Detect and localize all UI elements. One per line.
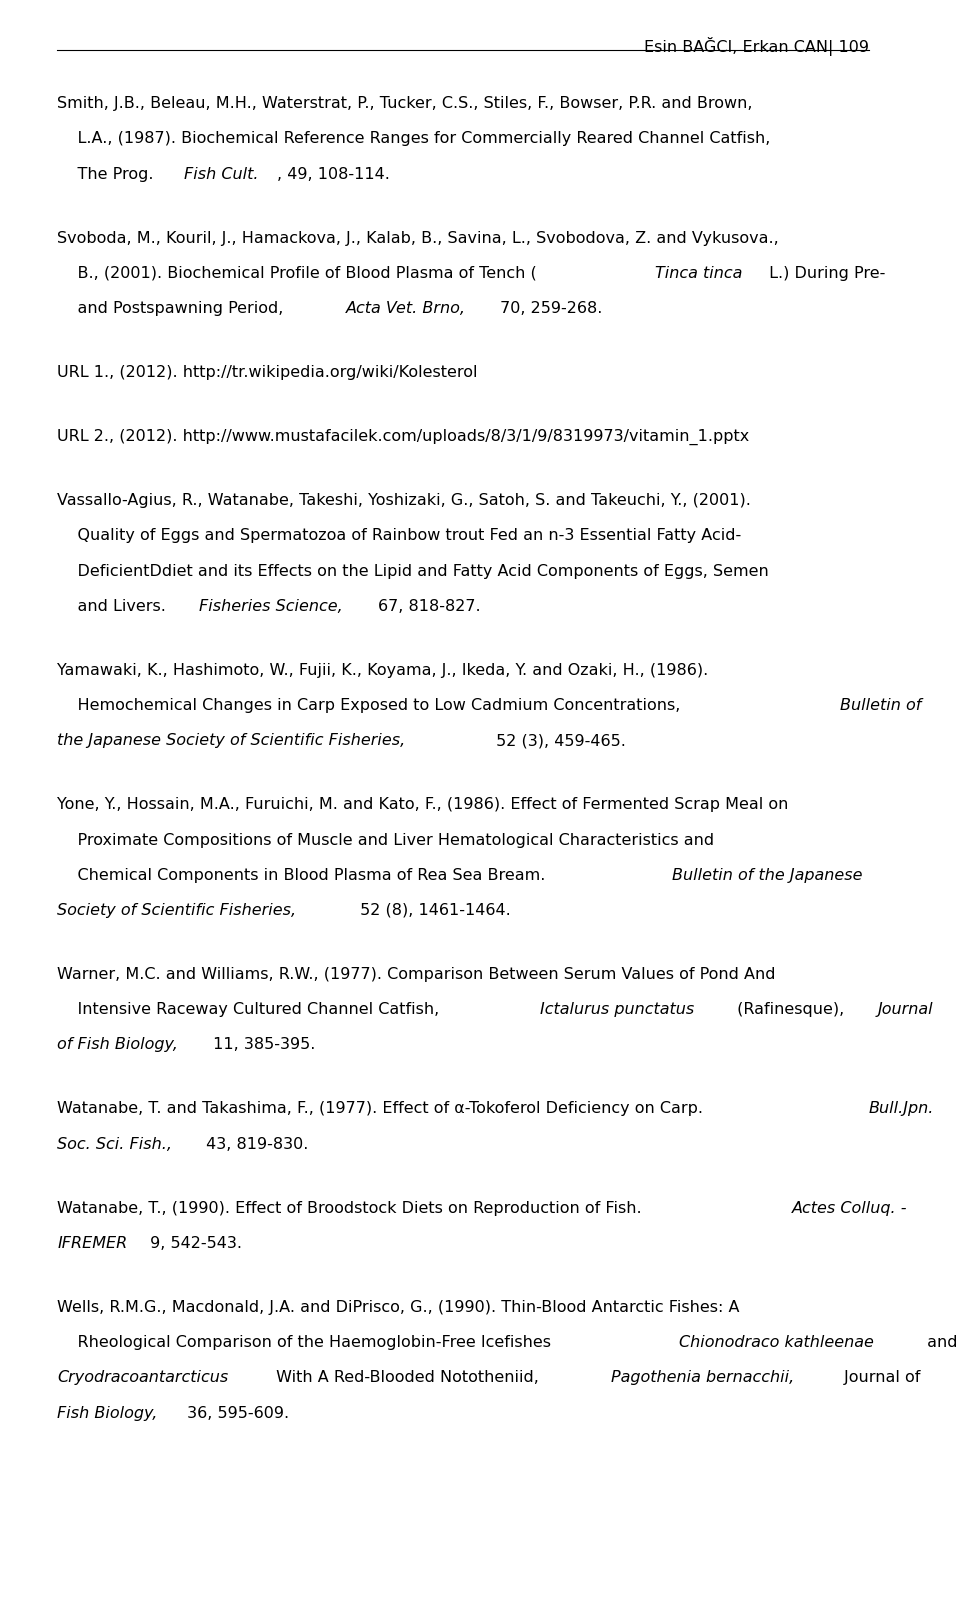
Text: (Rafinesque),: (Rafinesque), bbox=[732, 1002, 850, 1017]
Text: Actes Colluq. -: Actes Colluq. - bbox=[792, 1201, 907, 1215]
Text: With A Red-Blooded Nototheniid,: With A Red-Blooded Nototheniid, bbox=[271, 1370, 543, 1385]
Text: Watanabe, T., (1990). Effect of Broodstock Diets on Reproduction of Fish.: Watanabe, T., (1990). Effect of Broodsto… bbox=[58, 1201, 647, 1215]
Text: 43, 819-830.: 43, 819-830. bbox=[201, 1137, 308, 1151]
Text: 67, 818-827.: 67, 818-827. bbox=[378, 599, 481, 613]
Text: Tinca tinca: Tinca tinca bbox=[655, 266, 742, 280]
Text: 52 (3), 459-465.: 52 (3), 459-465. bbox=[492, 733, 626, 748]
Text: 11, 385-395.: 11, 385-395. bbox=[208, 1037, 315, 1052]
Text: Chemical Components in Blood Plasma of Rea Sea Bream.: Chemical Components in Blood Plasma of R… bbox=[58, 868, 551, 882]
Text: DeficientDdiet and its Effects on the Lipid and Fatty Acid Components of Eggs, S: DeficientDdiet and its Effects on the Li… bbox=[58, 564, 769, 578]
Text: URL 1., (2012). http://tr.wikipedia.org/wiki/Kolesterol: URL 1., (2012). http://tr.wikipedia.org/… bbox=[58, 365, 478, 379]
Text: and: and bbox=[922, 1335, 957, 1350]
Text: Journal: Journal bbox=[878, 1002, 934, 1017]
Text: and Postspawning Period,: and Postspawning Period, bbox=[58, 301, 289, 315]
Text: Esin BAĞCI, Erkan CAN| 109: Esin BAĞCI, Erkan CAN| 109 bbox=[644, 37, 869, 56]
Text: Vassallo-Agius, R., Watanabe, Takeshi, Yoshizaki, G., Satoh, S. and Takeuchi, Y.: Vassallo-Agius, R., Watanabe, Takeshi, Y… bbox=[58, 493, 752, 508]
Text: Bulletin of the Japanese: Bulletin of the Japanese bbox=[672, 868, 862, 882]
Text: Pagothenia bernacchii,: Pagothenia bernacchii, bbox=[611, 1370, 794, 1385]
Text: B., (2001). Biochemical Profile of Blood Plasma of Tench (: B., (2001). Biochemical Profile of Blood… bbox=[58, 266, 538, 280]
Text: Ictalurus punctatus: Ictalurus punctatus bbox=[540, 1002, 694, 1017]
Text: Soc. Sci. Fish.,: Soc. Sci. Fish., bbox=[58, 1137, 173, 1151]
Text: The Prog.: The Prog. bbox=[58, 167, 159, 181]
Text: Svoboda, M., Kouril, J., Hamackova, J., Kalab, B., Savina, L., Svobodova, Z. and: Svoboda, M., Kouril, J., Hamackova, J., … bbox=[58, 231, 780, 245]
Text: L.A., (1987). Biochemical Reference Ranges for Commercially Reared Channel Catfi: L.A., (1987). Biochemical Reference Rang… bbox=[58, 131, 771, 146]
Text: Hemochemical Changes in Carp Exposed to Low Cadmium Concentrations,: Hemochemical Changes in Carp Exposed to … bbox=[58, 698, 686, 712]
Text: Warner, M.C. and Williams, R.W., (1977). Comparison Between Serum Values of Pond: Warner, M.C. and Williams, R.W., (1977).… bbox=[58, 967, 776, 981]
Text: Intensive Raceway Cultured Channel Catfish,: Intensive Raceway Cultured Channel Catfi… bbox=[58, 1002, 444, 1017]
Text: 52 (8), 1461-1464.: 52 (8), 1461-1464. bbox=[355, 903, 511, 917]
Text: Proximate Compositions of Muscle and Liver Hematological Characteristics and: Proximate Compositions of Muscle and Liv… bbox=[58, 833, 714, 847]
Text: Fisheries Science,: Fisheries Science, bbox=[200, 599, 343, 613]
Text: Acta Vet. Brno,: Acta Vet. Brno, bbox=[346, 301, 466, 315]
Text: 9, 542-543.: 9, 542-543. bbox=[145, 1236, 242, 1250]
Text: Yone, Y., Hossain, M.A., Furuichi, M. and Kato, F., (1986). Effect of Fermented : Yone, Y., Hossain, M.A., Furuichi, M. an… bbox=[58, 797, 789, 812]
Text: Bulletin of: Bulletin of bbox=[840, 698, 922, 712]
Text: and Livers.: and Livers. bbox=[58, 599, 172, 613]
Text: Rheological Comparison of the Haemoglobin-Free Icefishes: Rheological Comparison of the Haemoglobi… bbox=[58, 1335, 557, 1350]
Text: the Japanese Society of Scientific Fisheries,: the Japanese Society of Scientific Fishe… bbox=[58, 733, 406, 748]
Text: Chionodraco kathleenae: Chionodraco kathleenae bbox=[679, 1335, 874, 1350]
Text: , 49, 108-114.: , 49, 108-114. bbox=[276, 167, 390, 181]
Text: Watanabe, T. and Takashima, F., (1977). Effect of α-Tokoferol Deficiency on Carp: Watanabe, T. and Takashima, F., (1977). … bbox=[58, 1101, 708, 1116]
Text: Journal of: Journal of bbox=[839, 1370, 921, 1385]
Text: Society of Scientific Fisheries,: Society of Scientific Fisheries, bbox=[58, 903, 297, 917]
Text: 70, 259-268.: 70, 259-268. bbox=[495, 301, 603, 315]
Text: Fish Cult.: Fish Cult. bbox=[184, 167, 258, 181]
Text: Fish Biology,: Fish Biology, bbox=[58, 1406, 157, 1420]
Text: Cryodracoantarcticus: Cryodracoantarcticus bbox=[58, 1370, 228, 1385]
Text: 36, 595-609.: 36, 595-609. bbox=[182, 1406, 290, 1420]
Text: URL 2., (2012). http://www.mustafacilek.com/uploads/8/3/1/9/8319973/vitamin_1.pp: URL 2., (2012). http://www.mustafacilek.… bbox=[58, 429, 750, 445]
Text: Quality of Eggs and Spermatozoa of Rainbow trout Fed an n-3 Essential Fatty Acid: Quality of Eggs and Spermatozoa of Rainb… bbox=[58, 528, 742, 543]
Text: Bull.Jpn.: Bull.Jpn. bbox=[868, 1101, 934, 1116]
Text: IFREMER: IFREMER bbox=[58, 1236, 128, 1250]
Text: Wells, R.M.G., Macdonald, J.A. and DiPrisco, G., (1990). Thin-Blood Antarctic Fi: Wells, R.M.G., Macdonald, J.A. and DiPri… bbox=[58, 1300, 740, 1314]
Text: Yamawaki, K., Hashimoto, W., Fujii, K., Koyama, J., Ikeda, Y. and Ozaki, H., (19: Yamawaki, K., Hashimoto, W., Fujii, K., … bbox=[58, 663, 708, 677]
Text: L.) During Pre-: L.) During Pre- bbox=[763, 266, 885, 280]
Text: Smith, J.B., Beleau, M.H., Waterstrat, P., Tucker, C.S., Stiles, F., Bowser, P.R: Smith, J.B., Beleau, M.H., Waterstrat, P… bbox=[58, 96, 753, 110]
Text: of Fish Biology,: of Fish Biology, bbox=[58, 1037, 179, 1052]
